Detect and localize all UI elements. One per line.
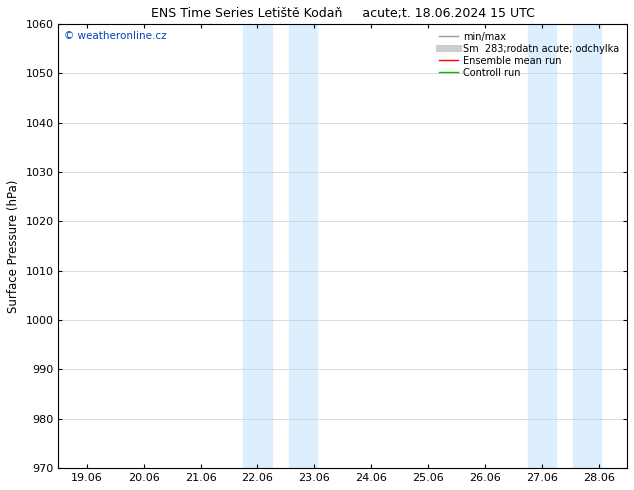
Bar: [527, 24, 556, 468]
Bar: [288, 24, 317, 468]
Title: ENS Time Series Letiště Kodaň     acute;t. 18.06.2024 15 UTC: ENS Time Series Letiště Kodaň acute;t. 1…: [151, 7, 534, 20]
Bar: [573, 24, 602, 468]
Legend: min/max, Sm  283;rodatn acute; odchylka, Ensemble mean run, Controll run: min/max, Sm 283;rodatn acute; odchylka, …: [436, 29, 622, 80]
Bar: [243, 24, 272, 468]
Text: © weatheronline.cz: © weatheronline.cz: [64, 30, 167, 41]
Y-axis label: Surface Pressure (hPa): Surface Pressure (hPa): [7, 179, 20, 313]
